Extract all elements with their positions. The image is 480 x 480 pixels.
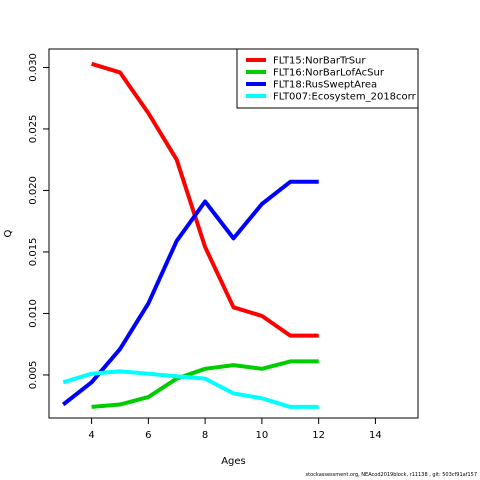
- legend-label-1: FLT16:NorBarLofAcSur: [273, 68, 385, 79]
- footer-credit: stockassessment.org, NEAcod2019block, r1…: [305, 472, 477, 478]
- y-axis-label: Q: [3, 229, 14, 237]
- y-tick-label: 0.015: [28, 238, 39, 267]
- legend-label-2: FLT18:RusSweptArea: [273, 80, 377, 91]
- y-tick-label: 0.020: [28, 176, 39, 205]
- legend-box: [236, 48, 419, 109]
- x-tick-label: 4: [88, 430, 94, 441]
- series-layer: [61, 61, 319, 409]
- series-line-0: [91, 61, 319, 338]
- legend-label-0: FLT15:NorBarTrSur: [273, 56, 366, 67]
- plot-frame: [48, 48, 419, 419]
- x-tick-label: 12: [312, 430, 325, 441]
- x-tick-label: 10: [256, 430, 269, 441]
- series-line-3: [62, 369, 319, 409]
- y-tick-label: 0.005: [28, 361, 39, 390]
- series-line-1: [91, 359, 319, 409]
- x-axis-label: Ages: [221, 456, 246, 467]
- x-tick-label: 6: [145, 430, 151, 441]
- series-line-2: [61, 179, 319, 407]
- x-tick-label: 14: [369, 430, 382, 441]
- y-tick-label: 0.025: [28, 115, 39, 144]
- axes-layer: 4 6 8 10 12 14 0.005 0.010 0.015 0.020 0.025 0.030: [28, 53, 382, 441]
- y-tick-label: 0.030: [28, 53, 39, 82]
- y-tick-label: 0.010: [28, 299, 39, 328]
- x-tick-label: 8: [202, 430, 208, 441]
- legend: FLT15:NorBarTrSurFLT16:NorBarLofAcSurFLT…: [236, 48, 419, 109]
- legend-label-3: FLT007:Ecosystem_2018corr: [273, 92, 417, 103]
